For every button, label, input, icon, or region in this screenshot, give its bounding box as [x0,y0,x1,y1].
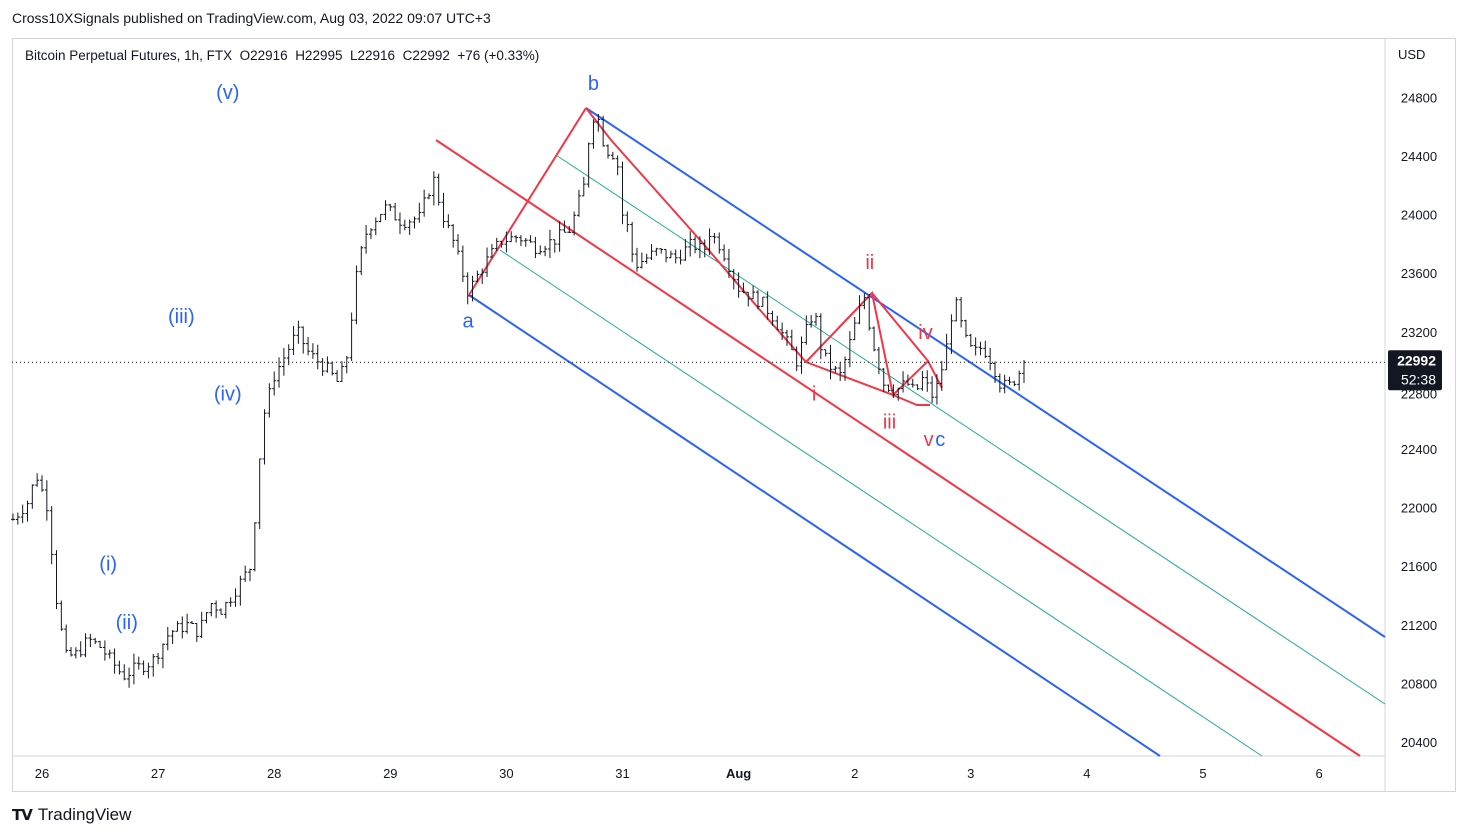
pitchfork-upper-quarter-line [555,154,1386,705]
time-tick-label: 5 [1199,766,1206,781]
legend-low: L22916 [350,48,396,63]
wave-label: (iv) [214,384,242,406]
tradingview-brand[interactable]: TradingView [37,805,132,824]
wave-label: v [924,429,934,451]
time-tick-label: 30 [499,766,513,781]
candles [10,113,1027,688]
price-tick-label: 22000 [1401,501,1437,516]
red-wave-v-leg [892,394,930,406]
time-tick-label: 2 [851,766,858,781]
time-tick-label: Aug [726,766,751,781]
time-tick-label: 26 [35,766,49,781]
price-tick-label: 24800 [1401,90,1437,105]
legend-change: +76 (+0.33%) [457,48,540,63]
last-price-tag: 22800 22992 52:38 [1388,350,1442,401]
price-tag-value: 22992 [1397,352,1436,368]
pitchfork-handle-left [468,107,587,296]
time-tick-label: 31 [615,766,629,781]
legend-close: C22992 [402,48,450,63]
price-tick-label: 20800 [1401,676,1437,691]
pitchfork-lower-line [468,294,1161,757]
price-tick-label: 24000 [1401,208,1437,223]
red-wave-channel-lower [805,361,894,396]
time-tick-label: 3 [967,766,974,781]
price-tag-background [1388,350,1442,391]
wave-label: (v) [216,82,239,104]
wave-label: b [588,73,599,95]
wave-label: ii [865,252,874,274]
time-axis: 26 27 28 29 30 31 Aug 2 3 4 5 6 [35,766,1323,781]
wave-label: a [463,310,475,332]
symbol-legend: Bitcoin Perpetual Futures, 1h, FTX O2291… [25,48,539,63]
chart-frame [12,38,1456,792]
pitchfork-layer [435,107,1386,757]
red-wave-channel-upper [871,292,929,362]
wave-label: c [935,429,945,451]
publisher-header: Cross10XSignals published on TradingView… [12,10,491,26]
pitchfork-lower-quarter-line [499,249,1263,757]
footer-branding[interactable]: TV TradingView [12,805,131,825]
wave-label: (i) [99,554,117,576]
wave-layer [610,139,943,406]
wave-label: (ii) [116,612,138,634]
legend-high: H22995 [295,48,343,63]
wave-label: i [812,384,816,406]
time-tick-label: 28 [267,766,281,781]
legend-symbol: Bitcoin Perpetual Futures, 1h, FTX [25,48,233,63]
wave-label: iii [883,411,896,433]
price-tick-label: 22400 [1401,442,1437,457]
price-tick-label: 21600 [1401,559,1437,574]
pitchfork-median-line [435,139,1361,757]
time-tick-label: 29 [383,766,397,781]
pitchfork-upper-line [585,107,1386,638]
legend-open: O22916 [239,48,288,63]
price-tick-label: 23200 [1401,325,1437,340]
time-tick-label: 27 [151,766,165,781]
price-tick-label: 20400 [1401,735,1437,750]
price-tick-label: 24400 [1401,149,1437,164]
time-tick-label: 6 [1315,766,1322,781]
currency-label[interactable]: USD [1398,47,1426,62]
tradingview-logo-icon[interactable]: TV [12,806,33,824]
price-tick-label: 23600 [1401,266,1437,281]
time-tick-label: 4 [1083,766,1090,781]
wave-label: iv [918,322,932,344]
price-tag-countdown: 52:38 [1401,371,1436,387]
price-axis: 20400 20800 21200 21600 22000 22400 23200 23600… [1401,90,1437,750]
price-tick-label: 21200 [1401,618,1437,633]
wave-label: (iii) [168,306,195,328]
